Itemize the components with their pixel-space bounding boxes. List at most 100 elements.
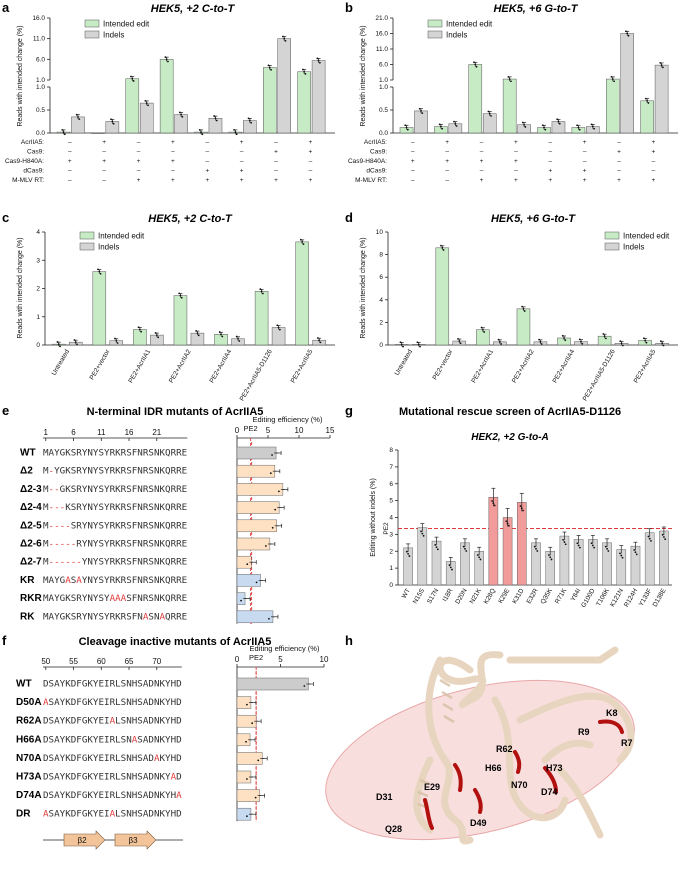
replicate-points-dot [220,333,222,336]
bar-editing-efficiency [236,446,277,460]
sequence-residue: R [171,557,177,568]
sequence-residue: D [176,716,182,727]
replicate-points-dot [138,328,141,331]
panel-label-g: g [345,403,353,418]
sequence-residue: N [87,575,93,586]
replicate-points [440,244,445,251]
binding-surface-ellipse [325,679,635,841]
bar-K28Q [488,497,499,586]
residue-N70: N70 [511,780,528,790]
sequence-residue: N [87,611,93,622]
replicate-points-dot [500,343,503,345]
category-label: N21K [469,587,484,605]
replicate-points-dot [488,112,491,115]
sequence-residue: N [137,448,143,459]
mutant-label: WT [20,448,36,459]
legend-label-intended: Intended edit [98,232,145,241]
replicate-points-dot [155,334,158,337]
replicate-point [254,796,257,799]
sequence-residue: I [104,716,110,727]
sequence-residue: A [143,679,149,690]
sequence-residue: N [137,466,143,477]
panel-label-b: b [345,0,353,15]
y-axis-label: Reads with intended change (%) [360,237,367,338]
replicate-points-dot [132,80,135,82]
mutated-residues-highlight [423,719,624,830]
category-label: K28Q [483,588,497,606]
replicate-points-dot [661,342,664,345]
replicate-points-dot [536,550,539,552]
condition-mark: + [137,177,141,184]
replicate-points-dot [490,114,492,117]
sequence-residue: A [143,809,149,820]
replicate-points-dot [61,128,64,131]
category-label: K29E [497,587,511,605]
sequence-residue: K [65,716,71,727]
panel-g-chart: Mutational rescue screen of AcrIIA5-D112… [370,406,672,609]
condition-mark: – [205,149,209,156]
mutant-sequence: ASAYKDFGKYEIRLSNHSADNKYHD [43,697,182,708]
sequence-residue: K [115,539,121,550]
sequence-residue: Y [60,716,66,727]
sequence-residue: Q [165,466,171,477]
replicate-point [268,617,270,620]
replicate-points-dot [521,305,524,308]
replicate-points-dot [247,117,250,120]
sequence-residue: H [171,753,177,764]
replicate-points [457,337,462,345]
replicate-points-dot [442,249,445,251]
x-tick-label: 15 [326,426,335,435]
sequence-residue: H [132,697,138,708]
sequence-residue: D [43,679,49,690]
sequence-residue: R [76,611,82,622]
replicate-points-dot [417,343,420,346]
replicate-points-dot [602,333,605,335]
sequence-residue: H [171,790,177,801]
y-tick-label: 4 [389,515,393,522]
replicate-points-dot [491,500,493,502]
sequence-residue: S [98,448,104,459]
sequence-residue: S [137,809,143,820]
replicate-points-dot [645,341,648,344]
sequence-residue: K [65,697,71,708]
replicate-points-dot [130,75,132,78]
sequence-ruler-label: 11 [97,428,106,437]
legend-label-intended: Intended edit [623,232,670,241]
mutant-sequence: M------YNYSYRKRSFNRSNKQRRE [43,557,187,568]
replicate-points-dot [664,538,667,541]
sequence-residue: L [115,716,121,727]
sequence-residue: R [176,502,182,513]
bar-indels [620,33,634,134]
sequence-residue: S [126,520,132,531]
replicate-points-dot [318,339,321,342]
sequence-residue: A [49,611,55,622]
replicate-points [619,340,624,347]
mutant-sequence: M-YGKSRYNYSYRKRSFNRSNKQRRE [43,466,187,477]
bar-editing-efficiency [236,501,280,514]
y-tick-label: 3 [36,257,40,264]
sequence-residue: Y [93,753,99,764]
bar-editing-efficiency [236,483,284,496]
condition-mark: – [411,168,415,175]
replicate-points-dot [421,532,424,535]
replicate-points-dot [405,126,408,129]
replicate-points [195,330,200,337]
category-label: Q35K [540,587,555,605]
sequence-residue: N [87,520,93,531]
sequence-residue: R [110,679,116,690]
sequence-residue: Q [165,484,171,495]
sequence-residue: S [49,753,55,764]
sequence-residue: Y [93,772,99,783]
beta-strand-2-arrow [63,830,106,850]
sequence-residue: S [49,790,55,801]
bar-N21K [474,551,484,586]
sequence-residue: Y [82,502,88,513]
sequence-residue: M [43,466,49,477]
sequence-residue: K [65,466,71,477]
sequence-residue: K [87,716,93,727]
replicate-point [246,703,248,706]
sequence-residue: K [115,520,121,531]
sequence-residue: K [159,790,165,801]
replicate-points-dot [634,551,637,554]
replicate-points-dot [479,558,482,561]
